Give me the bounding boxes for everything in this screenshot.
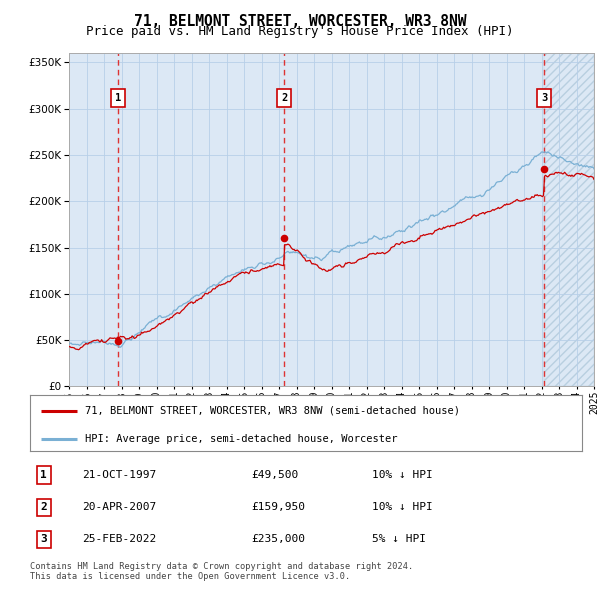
Text: £49,500: £49,500 [251, 470, 298, 480]
Text: Contains HM Land Registry data © Crown copyright and database right 2024.
This d: Contains HM Land Registry data © Crown c… [30, 562, 413, 581]
Text: 21-OCT-1997: 21-OCT-1997 [82, 470, 157, 480]
Text: 2: 2 [40, 503, 47, 512]
Text: 2: 2 [281, 93, 287, 103]
Text: 25-FEB-2022: 25-FEB-2022 [82, 535, 157, 545]
Text: HPI: Average price, semi-detached house, Worcester: HPI: Average price, semi-detached house,… [85, 434, 398, 444]
Text: Price paid vs. HM Land Registry's House Price Index (HPI): Price paid vs. HM Land Registry's House … [86, 25, 514, 38]
Text: 3: 3 [541, 93, 547, 103]
Text: 71, BELMONT STREET, WORCESTER, WR3 8NW (semi-detached house): 71, BELMONT STREET, WORCESTER, WR3 8NW (… [85, 406, 460, 416]
Text: 5% ↓ HPI: 5% ↓ HPI [372, 535, 426, 545]
Text: £159,950: £159,950 [251, 503, 305, 512]
Text: £235,000: £235,000 [251, 535, 305, 545]
Text: 1: 1 [40, 470, 47, 480]
Text: 1: 1 [115, 93, 121, 103]
Text: 20-APR-2007: 20-APR-2007 [82, 503, 157, 512]
Text: 71, BELMONT STREET, WORCESTER, WR3 8NW: 71, BELMONT STREET, WORCESTER, WR3 8NW [134, 14, 466, 28]
Bar [544, 53, 594, 386]
Text: 10% ↓ HPI: 10% ↓ HPI [372, 470, 433, 480]
Text: 10% ↓ HPI: 10% ↓ HPI [372, 503, 433, 512]
Text: 3: 3 [40, 535, 47, 545]
